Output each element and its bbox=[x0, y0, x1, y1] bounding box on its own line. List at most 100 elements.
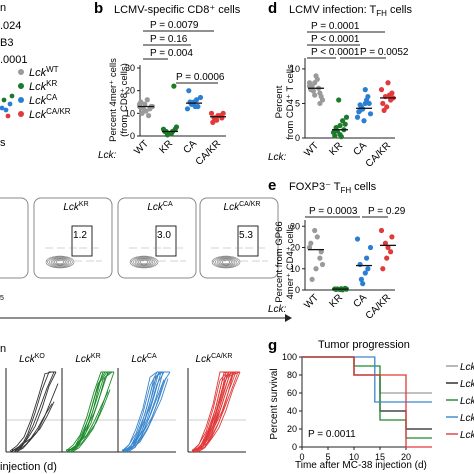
growth-curve bbox=[9, 403, 53, 453]
x-tick-label: 5 bbox=[325, 452, 330, 462]
event-dot bbox=[133, 247, 135, 249]
flow-plot-title: LckKR bbox=[63, 201, 88, 213]
panel-a-legend: LckWT LckKR LckCA LckCA/KR bbox=[18, 65, 71, 121]
x-tick-label: 15 bbox=[375, 452, 385, 462]
data-point bbox=[7, 101, 13, 107]
data-point bbox=[140, 106, 146, 112]
y-tick-label: 0 bbox=[130, 131, 135, 141]
data-point bbox=[340, 118, 346, 124]
event-dot bbox=[136, 260, 138, 262]
x-tick-label: CA bbox=[352, 292, 370, 310]
data-point bbox=[382, 240, 388, 246]
pvalue-b-3: P = 0.004 bbox=[150, 48, 193, 59]
event-dot bbox=[142, 260, 144, 262]
event-dot bbox=[74, 260, 76, 262]
data-point bbox=[338, 134, 344, 140]
y-tick-label: 60 bbox=[287, 388, 297, 398]
data-point bbox=[211, 115, 217, 121]
growth-plot-title: LckCA/KR bbox=[196, 353, 233, 365]
event-dot bbox=[222, 260, 224, 262]
data-point bbox=[343, 114, 350, 120]
contour-line bbox=[136, 258, 152, 266]
panel-e-title: FOXP3⁻ TFH cells bbox=[289, 181, 377, 195]
legend-marker-kr bbox=[18, 83, 24, 89]
pvalue-b-4: P = 0.0006 bbox=[176, 72, 225, 83]
growth-curve bbox=[65, 371, 108, 452]
growth-curve bbox=[9, 371, 53, 452]
data-point bbox=[210, 119, 216, 125]
event-dot bbox=[61, 247, 63, 249]
event-dot bbox=[96, 260, 98, 262]
x-tick-label: CA/KR bbox=[194, 138, 223, 167]
panel-d-brackets: P = 0.0001 P < 0.0001 P < 0.0001 P = 0.0… bbox=[307, 21, 409, 59]
growth-plot: LckCA/KR bbox=[187, 353, 246, 453]
data-point bbox=[362, 270, 368, 276]
y-tick-label: 0 bbox=[292, 442, 297, 452]
growth-curve bbox=[121, 371, 164, 453]
legend-label: Lck bbox=[460, 379, 474, 390]
panel-a-fragment: n .024 B3 .0001 LckWT LckKR LckCA LckCA/… bbox=[0, 2, 71, 149]
data-point bbox=[357, 261, 363, 268]
survival-curve bbox=[302, 356, 432, 448]
legend-marker-wt bbox=[18, 69, 24, 75]
panel-e-yticks: 0 10 20 30 bbox=[290, 221, 305, 295]
data-point bbox=[360, 281, 366, 287]
growth-curve bbox=[193, 371, 237, 452]
event-dot bbox=[95, 247, 97, 249]
event-dot bbox=[239, 247, 241, 249]
event-dot bbox=[170, 260, 172, 262]
event-dot bbox=[165, 247, 167, 249]
contour-line bbox=[133, 257, 155, 267]
x-tick-label: KR bbox=[158, 138, 176, 156]
event-dot bbox=[79, 247, 81, 249]
event-dot bbox=[213, 247, 215, 249]
flow-plot: LckCA 3.0 bbox=[117, 197, 197, 279]
data-point bbox=[9, 93, 15, 99]
contour-line bbox=[134, 257, 154, 267]
event-dot bbox=[241, 247, 243, 249]
data-point bbox=[1, 97, 7, 103]
x-axis-prefix: Lck: bbox=[98, 150, 117, 161]
gate bbox=[237, 225, 259, 257]
gate-percent: 3.0 bbox=[157, 230, 171, 241]
event-dot bbox=[261, 247, 263, 249]
data-point bbox=[309, 276, 315, 282]
data-point bbox=[197, 94, 204, 101]
data-point bbox=[354, 114, 361, 120]
data-point bbox=[314, 76, 320, 82]
contour-line bbox=[221, 259, 231, 265]
contour-line bbox=[55, 259, 65, 265]
event-dot bbox=[131, 247, 133, 249]
data-point bbox=[367, 244, 374, 251]
panel-g-legend: Lck Lck Lck Lck Lck bbox=[446, 362, 474, 441]
panel-d-ylabel-line1: Percent bbox=[274, 85, 285, 118]
event-dot bbox=[130, 260, 132, 262]
event-dot bbox=[224, 260, 226, 262]
data-point bbox=[362, 87, 368, 93]
event-dot bbox=[245, 247, 247, 249]
event-dot bbox=[145, 247, 147, 249]
panel-e-brackets: P = 0.0003 P = 0.29 bbox=[305, 206, 406, 218]
flow-plot: LckCA/KR 5.3 bbox=[199, 197, 279, 279]
event-dot bbox=[174, 260, 176, 262]
event-dot bbox=[51, 247, 53, 249]
legend-label-kr: LckKR bbox=[29, 79, 57, 93]
event-dot bbox=[215, 247, 217, 249]
contour-line bbox=[54, 259, 66, 265]
event-dot bbox=[86, 260, 88, 262]
data-point bbox=[367, 111, 374, 117]
event-dot bbox=[169, 247, 171, 249]
y-tick-label: 20 bbox=[287, 424, 297, 434]
event-dot bbox=[88, 260, 90, 262]
pvalue-e-2: P = 0.29 bbox=[368, 206, 406, 217]
event-dot bbox=[164, 260, 166, 262]
pvalue-e-1: P = 0.0003 bbox=[309, 206, 358, 217]
x-tick-label: CA/KR bbox=[364, 292, 393, 321]
panel-g-ylabel: Percent survival bbox=[269, 368, 280, 439]
legend-label: Lck bbox=[460, 430, 474, 441]
x-tick-label: 0 bbox=[299, 452, 304, 462]
growth-curve bbox=[67, 371, 110, 453]
event-dot bbox=[162, 260, 164, 262]
data-point bbox=[361, 118, 367, 124]
y-tick-label: 0 bbox=[295, 285, 300, 295]
